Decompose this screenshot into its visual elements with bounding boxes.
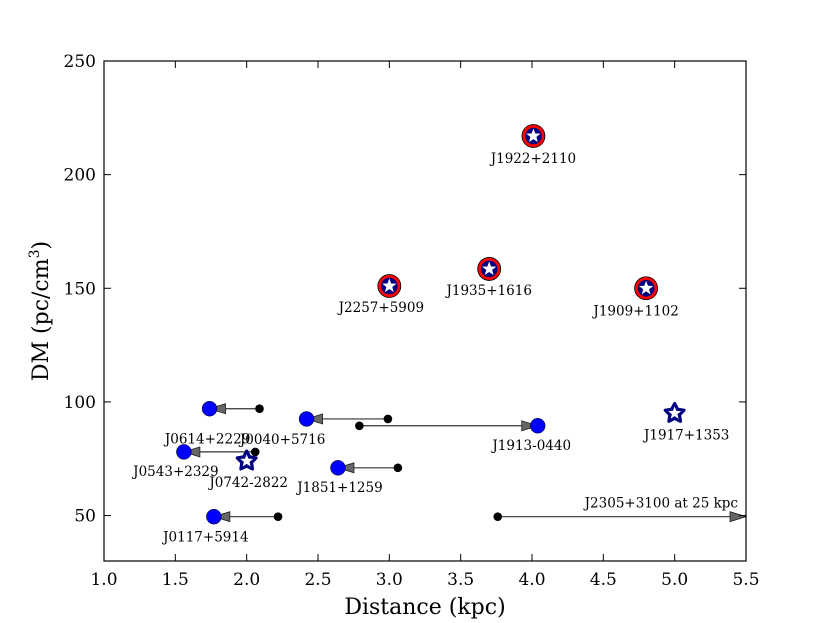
- label-j1917-1353: J1917+1353: [642, 427, 729, 443]
- arrow-j1851-1259: [336, 462, 398, 474]
- pulsar-dot-j1913-0440: [529, 418, 546, 434]
- star-j1922-2110: [526, 128, 541, 143]
- arrow-j0040-5716: [305, 413, 388, 425]
- pulsar-dot-j0117-5914: [206, 508, 222, 525]
- label-j0614-2229: J0614+2229: [163, 432, 250, 448]
- arrow-j0543-2329-head: [182, 446, 201, 458]
- label-j1909-1102: J1909+1102: [591, 303, 678, 319]
- arrow-j0117-5914-head: [212, 511, 231, 523]
- pulsar-dot-j1851-1259: [330, 460, 346, 476]
- points-layer: [176, 124, 686, 525]
- label-j2305-3100-at-25-kpc: J2305+3100 at 25 kpc: [583, 496, 738, 512]
- y-axis-title-sup: 3: [27, 249, 43, 258]
- x-tick-label-4-0: 4.0: [518, 570, 545, 590]
- arrow-j2305-3100-at-25-kpc: [497, 511, 748, 523]
- label-j1913-0440: J1913-0440: [490, 438, 571, 454]
- label-j0543-2329: J0543+2329: [131, 464, 218, 480]
- arrow-j2305-3100-at-25-kpc-head: [729, 511, 748, 523]
- plot-frame: [103, 60, 747, 562]
- x-tick-label-4-5: 4.5: [590, 570, 617, 590]
- origin-dot-j1851-1259: [393, 463, 403, 473]
- origin-dot-j0117-5914: [273, 512, 283, 521]
- y-tick-label-150: 150: [64, 279, 96, 299]
- arrow-j0614-2229-head: [208, 403, 226, 415]
- star-j1917-1353: [668, 406, 682, 419]
- origin-dot-j0614-2229: [255, 404, 264, 414]
- pulsar-dot-j0614-2229: [201, 400, 218, 417]
- label-j2257-5909: J2257+5909: [337, 300, 424, 316]
- arrow-j1913-0440: [359, 420, 540, 432]
- arrow-j0614-2229: [208, 403, 260, 415]
- y-tick-label-50: 50: [74, 507, 96, 527]
- label-j1851-1259: J1851+1259: [295, 480, 382, 496]
- x-tick-label-1-5: 1.5: [162, 570, 189, 590]
- x-tick-label-3-5: 3.5: [447, 570, 474, 590]
- x-tick-label-5-0: 5.0: [661, 570, 688, 590]
- origin-dot-j0543-2329: [250, 447, 260, 457]
- y-tick-label-100: 100: [64, 393, 96, 413]
- pulsar-dot-j0040-5716: [298, 411, 315, 427]
- label-j1922-2110: J1922+2110: [489, 151, 576, 167]
- x-axis-title: Distance (kpc): [344, 595, 505, 620]
- label-j0117-5914: J0117+5914: [161, 530, 248, 546]
- origin-dot-j2305-3100-at-25-kpc: [493, 512, 503, 521]
- arrows-layer: [182, 403, 748, 523]
- arrow-j1851-1259-head: [336, 462, 355, 474]
- x-tick-label-2-5: 2.5: [304, 570, 331, 590]
- label-j0742-2822: J0742-2822: [207, 475, 288, 491]
- y-tick-label-250: 250: [64, 52, 96, 72]
- x-tick-label-2-0: 2.0: [233, 570, 260, 590]
- x-tick-label-5-5: 5.5: [732, 570, 759, 590]
- label-j0040-5716: J0040+5716: [238, 432, 325, 448]
- origin-dot-j0040-5716: [383, 414, 393, 424]
- y-axis-title-close: ): [29, 241, 54, 250]
- arrow-j0040-5716-head: [305, 413, 323, 425]
- star-j1909-1102: [639, 280, 654, 295]
- origin-dot-j1913-0440: [355, 421, 364, 431]
- y-axis-title: DM (pc/cm3): [27, 241, 54, 381]
- y-tick-label-200: 200: [64, 166, 96, 186]
- star-j0742-2822: [240, 454, 254, 467]
- x-tick-label-3-0: 3.0: [376, 570, 403, 590]
- pulsar-dot-j0543-2329: [176, 444, 192, 460]
- y-axis-title-main: DM (pc/cm: [29, 258, 54, 381]
- star-j1935-1616: [482, 261, 497, 276]
- x-tick-label-1-0: 1.0: [90, 570, 117, 590]
- arrow-j0117-5914: [212, 511, 279, 523]
- label-j1935-1616: J1935+1616: [444, 283, 531, 299]
- arrow-j1913-0440-head: [521, 420, 540, 432]
- star-j2257-5909: [382, 278, 397, 293]
- ticks-layer: 1.0 1.5 2.0 2.5 3.0 3.5 4.0 4.5 5.0 5.5 50 100 150 20…: [64, 52, 760, 590]
